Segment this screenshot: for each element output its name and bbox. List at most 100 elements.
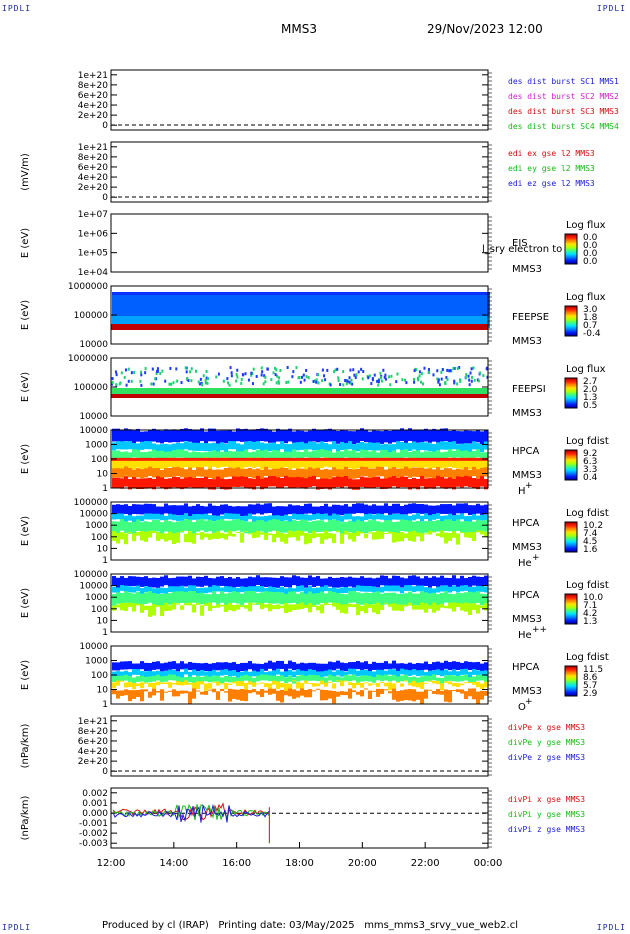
feepse-pixel [223, 295, 226, 298]
hpca-h-cell [192, 430, 196, 444]
feepse-pixel [277, 304, 280, 307]
feepse-pixel [385, 298, 388, 301]
feepse-pixel [481, 310, 484, 313]
feepse-pixel [190, 298, 193, 301]
feepse-pixel [481, 301, 484, 304]
feepsi-pixel [437, 378, 440, 382]
feepse-pixel [463, 307, 466, 310]
hpca-he-cell [320, 514, 324, 520]
feepse-pixel [376, 304, 379, 307]
hpca-hepp-cell [256, 593, 260, 605]
hpca-h-cell [476, 460, 480, 470]
hpca-he-cell [444, 532, 448, 544]
hpca-he-cell [156, 531, 160, 541]
hpca-o-cell [192, 688, 196, 699]
feepse-pixel [307, 295, 310, 298]
hpca-h-cell [124, 466, 128, 476]
feepsi-pixel [206, 377, 209, 381]
feepse-pixel [283, 292, 286, 295]
feepse-pixel [334, 295, 337, 298]
feepse-pixel [202, 313, 205, 316]
hpca-o-cell [368, 675, 372, 682]
feepse-pixel [388, 319, 391, 322]
feepse-pixel [427, 313, 430, 316]
feepse-pixel [385, 310, 388, 313]
hpca-he-cell [480, 505, 484, 516]
hpca-h-cell [308, 451, 312, 460]
hpca-h-cell [132, 460, 136, 470]
feepse-pixel [172, 316, 175, 319]
feepse-pixel [142, 298, 145, 301]
hpca-hepp-cell [196, 593, 200, 605]
feepsi-pixel [351, 382, 354, 386]
feepse-pixel [283, 307, 286, 310]
feepse-pixel [352, 310, 355, 313]
hpca-o-cell [196, 690, 200, 692]
feepse-pixel [175, 319, 178, 322]
hpca-o-cell [364, 670, 368, 676]
hpca-o-cell [316, 675, 320, 682]
hpca-hepp-cell [180, 585, 184, 592]
hpca-he-cell [204, 533, 208, 538]
feepse-pixel [343, 307, 346, 310]
hpca-h-cell [248, 452, 252, 461]
hpca-h-cell [256, 457, 260, 467]
feepse-pixel [343, 301, 346, 304]
hpca-o-cell [196, 671, 200, 678]
feepse-pixel [436, 319, 439, 322]
side-label: MMS3 [512, 336, 542, 347]
hpca-o-cell [236, 681, 240, 687]
hpca-hepp-cell [148, 578, 152, 588]
hpca-h-cell [260, 469, 264, 480]
feepse-pixel [373, 322, 376, 325]
feepse-pixel [211, 310, 214, 313]
hpca-o-cell [412, 689, 416, 702]
feepse-pixel [460, 292, 463, 295]
hpca-o-cell [164, 675, 168, 682]
hpca-o-cell [308, 669, 312, 675]
hpca-o-cell [184, 663, 188, 672]
hpca-o-cell [176, 680, 180, 686]
hpca-h-cell [420, 452, 424, 461]
hpca-h-cell [144, 468, 148, 478]
feepse-pixel [205, 322, 208, 325]
feepsi-pixel [127, 379, 130, 383]
hpca-h-cell [180, 478, 184, 490]
y-axis-label: E (eV) [20, 516, 31, 546]
feepse-pixel [427, 322, 430, 325]
hpca-hepp-cell [384, 592, 388, 605]
feepse-pixel [367, 313, 370, 316]
hpca-o-cell [160, 689, 164, 701]
feepse-pixel [304, 310, 307, 313]
hpca-h-cell [252, 429, 256, 443]
hpca-h-cell [232, 459, 236, 469]
feepse-pixel [295, 307, 298, 310]
feepse-pixel [451, 322, 454, 325]
hpca-o-cell [208, 683, 212, 689]
y-tick-label: 4e+20 [78, 173, 109, 183]
hpca-h-cell [412, 477, 416, 489]
hpca-he-cell [216, 506, 220, 516]
feepse-pixel [334, 316, 337, 319]
hpca-h-cell [428, 468, 432, 478]
hpca-h-cell [308, 457, 312, 468]
hpca-o-cell [304, 689, 308, 698]
hpca-h-cell [136, 428, 140, 442]
feepse-pixel [379, 301, 382, 304]
hpca-he-cell [280, 521, 284, 533]
hpca-he-cell [228, 505, 232, 516]
hpca-h-cell [364, 477, 368, 488]
hpca-h-cell [176, 442, 180, 452]
species-charge: + [525, 481, 533, 491]
hpca-he-cell [160, 514, 164, 521]
hpca-he-cell [296, 514, 300, 520]
feepse-pixel [415, 310, 418, 313]
hpca-he-cell [408, 531, 412, 541]
feepse-pixel [421, 295, 424, 298]
feepse-pixel [415, 301, 418, 304]
hpca-o-cell [248, 681, 252, 685]
hpca-o-cell [156, 691, 160, 693]
hpca-he-cell [312, 506, 316, 517]
feepse-pixel [346, 310, 349, 313]
feepse-pixel [310, 319, 313, 322]
